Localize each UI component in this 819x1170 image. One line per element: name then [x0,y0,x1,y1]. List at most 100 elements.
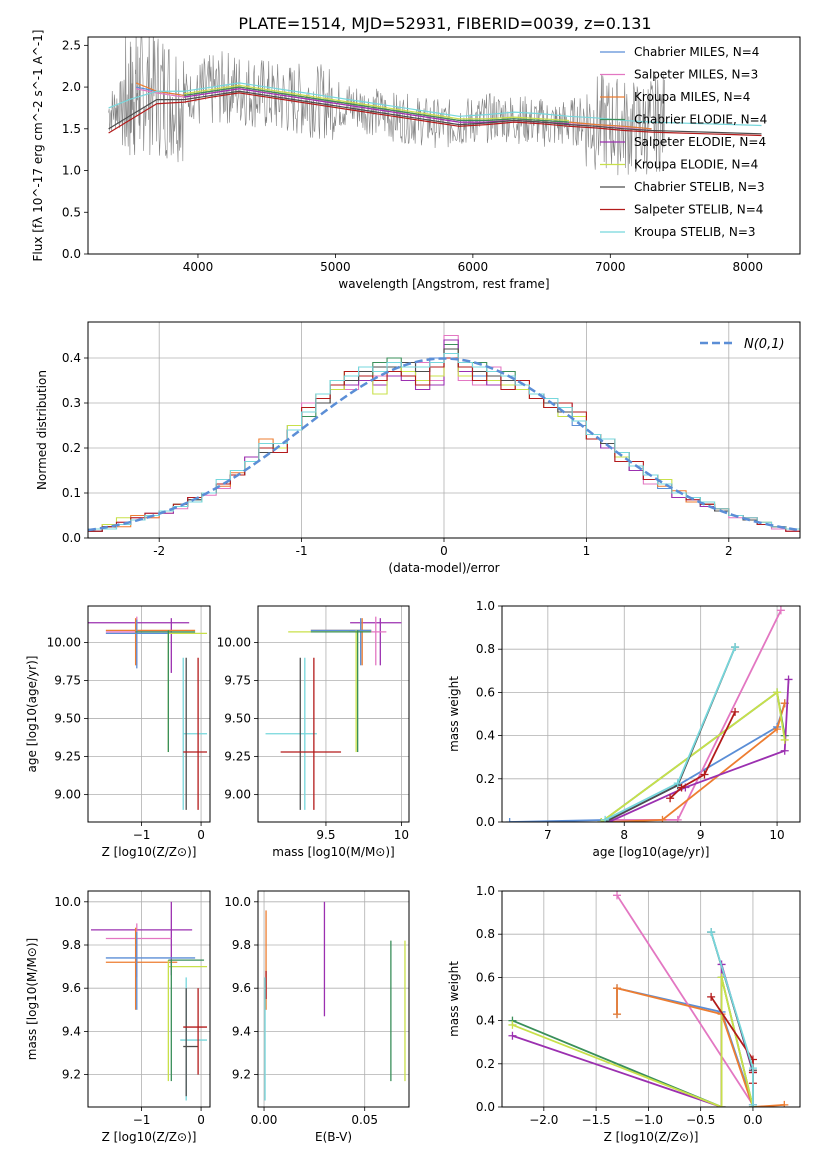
x-axis-label: wavelength [Angstrom, rest frame] [338,277,549,291]
y-tick-label: 0.5 [62,205,81,219]
x-axis-label: Z [log10(Z/Z⊙)] [102,1130,197,1144]
weight-marker [613,984,622,993]
axes-frame [257,605,410,823]
weight-marker [773,688,782,697]
model-line [108,92,762,137]
x-tick-label: -1 [296,544,308,558]
legend-label: Salpeter STELIB, N=4 [634,203,763,217]
x-tick-label: 5000 [320,260,351,274]
panel-mass-age: 9.5 10 9.00 9.25 9.50 9.75 10.00 mass [log10(M/… [217,605,410,859]
y-tick-label: 0.2 [476,772,495,786]
x-tick-label: 0.0 [743,1113,762,1127]
y-tick-label: 0.8 [476,927,495,941]
y-tick-label: 0.0 [62,531,81,545]
model-line [108,82,762,127]
weight-marker [748,1064,757,1073]
x-axis-label: mass [log10(M/M⊙)] [272,845,394,859]
weight-marker [748,1100,757,1107]
legend-label: Salpeter MILES, N=3 [634,68,758,82]
x-tick-label: 8000 [732,260,763,274]
legend-label: Kroupa STELIB, N=3 [634,225,756,239]
x-tick-label: 4000 [183,260,214,274]
weight-marker [666,794,675,803]
x-tick-label: −1.5 [582,1113,611,1127]
y-tick-label: 9.50 [224,712,251,726]
y-tick-label: 0.8 [476,642,495,656]
plot-marks [264,901,406,1101]
weight-marker [780,746,789,755]
y-axis-label: Flux [fλ 10^-17 erg cm^-2 s^-1 A^-1] [31,30,45,262]
y-tick-label: 0.6 [476,970,495,984]
figure-title: PLATE=1514, MJD=52931, FIBERID=0039, z=0… [238,14,651,33]
legend-label: Chabrier ELODIE, N=4 [634,113,767,127]
y-tick-label: 10.0 [54,895,81,909]
plot-area [88,37,800,254]
x-tick-label: −2.0 [529,1113,558,1127]
y-tick-label: 9.00 [224,788,251,802]
y-tick-label: 0.3 [62,396,81,410]
y-tick-label: 1.0 [476,884,495,898]
y-tick-label: 9.25 [224,750,251,764]
y-tick-label: 10.00 [47,636,81,650]
x-axis-label: E(B-V) [315,1130,352,1144]
weight-line [608,679,790,822]
axes-frame [87,36,801,255]
panel-ebv-mass: 0.00 0.05 9.2 9.4 9.6 9.8 10.0 E(B-V) [224,890,410,1144]
x-tick-label: -2 [153,544,165,558]
x-tick-label: 0 [440,544,448,558]
y-tick-label: 9.50 [54,712,81,726]
y-axis-label: Normed distribution [35,370,49,490]
weight-marker [773,725,782,734]
y-tick-label: 0.0 [62,247,81,261]
y-tick-label: 0.4 [62,351,81,365]
weight-line [616,894,754,1106]
model-line [184,84,570,122]
x-tick-label: 2 [725,544,733,558]
plot-marks [505,606,793,822]
weight-marker [658,815,667,822]
x-axis-label: Z [log10(Z/Z⊙)] [102,845,197,859]
x-tick-label: 6000 [458,260,489,274]
panel-residuals: -2 -1 0 1 2 0.0 0.1 0.2 0.3 0.4 (data-model)/error… [35,321,801,575]
weight-marker [613,891,622,900]
weight-marker [731,707,740,716]
plot-area [258,891,409,1107]
panel-z-weight: −2.0 −1.5 −1.0 −0.5 0.0 0.0 0.2 0.4 0.6 0.8 1.0 Z [… [447,884,801,1144]
weight-line [512,977,754,1107]
plot-marks [108,37,762,176]
panel-spectrum: 4000 5000 6000 7000 8000 0.0 0.5 1.0 1.5 2.0 2.5 wa… [31,30,801,291]
x-tick-label: 1 [583,544,591,558]
weight-marker [731,643,740,652]
legend-label: Chabrier MILES, N=4 [634,45,759,59]
y-tick-label: 9.2 [232,1068,251,1082]
model-line [184,86,570,123]
x-tick-label: −0.5 [686,1113,715,1127]
x-tick-label: 7000 [595,260,626,274]
y-tick-label: 2.0 [62,80,81,94]
weight-marker [707,928,716,937]
legend-label: N(0,1) [744,337,785,352]
y-tick-label: 9.2 [62,1068,81,1082]
y-tick-label: 0.4 [476,1014,495,1028]
weight-marker [601,815,610,822]
x-axis-label: age [log10(age/yr)] [593,845,710,859]
y-tick-label: 9.4 [62,1024,81,1038]
x-tick-label: −1 [133,828,151,842]
y-tick-label: 9.6 [62,981,81,995]
weight-marker [613,1010,622,1019]
x-tick-label: 0 [197,1113,205,1127]
y-tick-label: 0.2 [476,1057,495,1071]
legend-label: Kroupa ELODIE, N=4 [634,158,758,172]
x-tick-label: −1.0 [634,1113,663,1127]
x-tick-label: −1 [133,1113,151,1127]
y-tick-label: 10.0 [224,895,251,909]
y-axis-label: mass [log10(M/M⊙)] [25,938,39,1060]
histogram-step [88,352,800,530]
legend-label: Salpeter ELODIE, N=4 [634,135,766,149]
weight-marker [505,818,514,822]
weight-line [669,711,736,799]
plot-marks [88,334,800,532]
plot-area [88,606,210,822]
y-tick-label: 1.0 [62,164,81,178]
y-tick-label: 9.75 [224,674,251,688]
